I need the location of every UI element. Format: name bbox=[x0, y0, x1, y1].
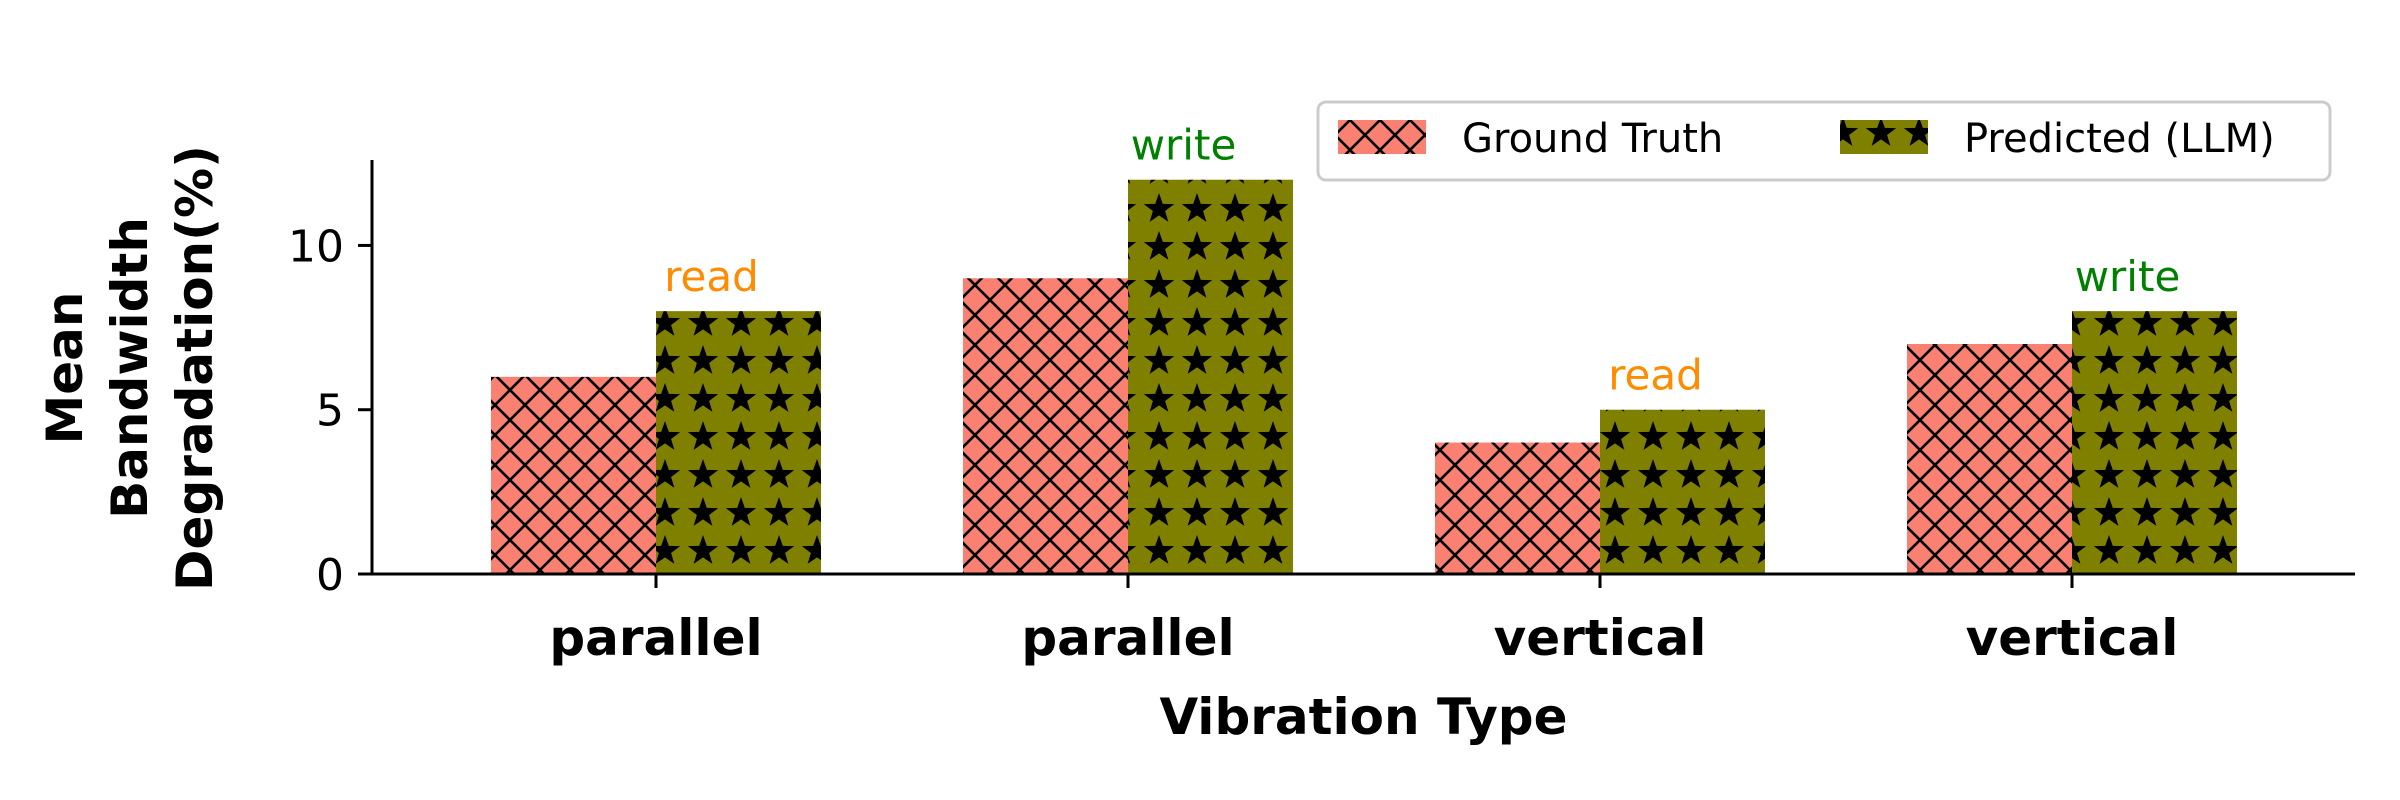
x-tick-label: vertical bbox=[1966, 609, 2179, 667]
y-ticks: 0 5 10 bbox=[288, 221, 372, 601]
legend-swatch-ground-truth bbox=[1338, 120, 1426, 154]
annotation-label: write bbox=[1131, 121, 1237, 170]
bar-predicted-2 bbox=[1600, 409, 1765, 574]
legend-swatch-predicted bbox=[1840, 120, 1928, 154]
annotation-label: read bbox=[664, 252, 759, 301]
legend: Ground Truth Predicted (LLM) bbox=[1316, 100, 2332, 182]
y-axis-title-line: Mean bbox=[36, 291, 94, 444]
bar-predicted-0 bbox=[656, 311, 821, 574]
bar-ground-truth-3 bbox=[1907, 344, 2072, 574]
bar-predicted-3 bbox=[2072, 311, 2237, 574]
y-axis-title: Mean Bandwidth Degradation(%) bbox=[36, 145, 224, 591]
x-tick-label: parallel bbox=[1021, 609, 1234, 667]
annotation-label: write bbox=[2075, 252, 2181, 301]
bar-ground-truth-2 bbox=[1435, 442, 1600, 574]
y-axis-title-line: Degradation(%) bbox=[166, 145, 224, 591]
annotation-label: read bbox=[1608, 351, 1703, 400]
legend-label: Ground Truth bbox=[1462, 116, 1723, 162]
bar-ground-truth-0 bbox=[491, 376, 656, 574]
annotations-layer: read write read write bbox=[664, 121, 2180, 400]
y-tick-label: 5 bbox=[316, 386, 344, 437]
y-tick-label: 0 bbox=[316, 550, 344, 601]
y-axis-title-line: Bandwidth bbox=[101, 217, 159, 519]
legend-frame bbox=[1316, 100, 2332, 182]
x-tick-label: parallel bbox=[549, 609, 762, 667]
legend-label: Predicted (LLM) bbox=[1964, 116, 2275, 162]
y-tick-label: 10 bbox=[288, 221, 344, 272]
x-tick-label: vertical bbox=[1494, 609, 1707, 667]
bars-layer bbox=[491, 179, 2237, 574]
bar-predicted-1 bbox=[1128, 179, 1293, 574]
x-axis-title: Vibration Type bbox=[1159, 688, 1567, 746]
bar-ground-truth-1 bbox=[963, 278, 1128, 574]
x-ticks: parallel parallel vertical vertical bbox=[549, 574, 2178, 667]
